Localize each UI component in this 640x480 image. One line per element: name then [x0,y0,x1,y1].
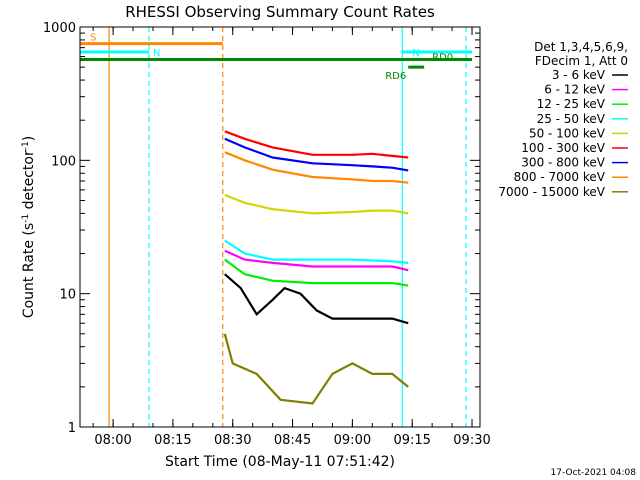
y-axis: 1 10 100 1000 [43,21,480,436]
legend-header-line-1: Det 1,3,4,5,6,9, [534,40,628,54]
x-tick-label-09-15: 09:15 [393,433,430,448]
annotation-label-n: N [412,48,419,59]
legend-label-6-12-kev: 6 - 12 keV [544,83,606,97]
x-axis-label: Start Time (08-May-11 07:51:42) [165,454,395,470]
series-line-7000-15000-kev [223,333,409,405]
series-lines [223,130,409,405]
legend-label-7000-15000-kev: 7000 - 15000 keV [498,185,605,199]
series-line-3-6-kev [224,273,409,325]
plot-frame [79,26,481,428]
legend-label-800-7000-kev: 800 - 7000 keV [514,170,606,184]
annotation-label-rd0: RD0 [432,53,453,64]
y-tick-label-10: 10 [59,288,76,303]
legend-label-100-300-kev: 100 - 300 keV [521,141,605,155]
series-line-12-25-kev [224,258,409,287]
x-tick-label-09-30: 09:30 [453,433,490,448]
series-line-6-12-kev [224,249,409,272]
x-tick-label-08-30: 08:30 [214,433,251,448]
y-tick-label-1000: 1000 [43,21,76,36]
x-tick-label-08-00: 08:00 [94,433,131,448]
x-tick-label-08-45: 08:45 [274,433,311,448]
legend-label-50-100-kev: 50 - 100 keV [529,126,606,140]
legend-label-25-50-kev: 25 - 50 keV [537,112,606,126]
vertical-markers [108,27,467,427]
timestamp-label: 17-Oct-2021 04:08 [551,468,637,478]
annotation-label-s: S [90,33,96,44]
legend: Det 1,3,4,5,6,9, FDecim 1, Att 0 3 - 6 k… [498,40,628,199]
series-line-800-7000-kev [224,151,409,184]
annotation-bars: S N N RD0 RD6 [80,33,473,82]
legend-label-12-25-kev: 12 - 25 keV [537,97,606,111]
series-line-100-300-kev [224,130,409,159]
series-line-300-800-kev [224,137,409,172]
chart-title: RHESSI Observing Summary Count Rates [125,3,435,21]
y-tick-label-100: 100 [51,154,76,169]
annotation-label-rd6: RD6 [385,71,406,82]
y-axis-label: Count Rate (s-1 detector-1) [21,136,37,318]
legend-header-line-2: FDecim 1, Att 0 [535,54,628,68]
annotation-label-n: N [153,48,160,59]
series-line-25-50-kev [224,239,409,264]
x-tick-label-08-15: 08:15 [154,433,191,448]
y-tick-label-1: 1 [68,421,76,436]
legend-label-300-800-kev: 300 - 800 keV [521,156,605,170]
x-tick-label-09-00: 09:00 [334,433,371,448]
series-line-50-100-kev [224,193,409,215]
legend-label-3-6-kev: 3 - 6 keV [552,68,606,82]
x-axis: 08:00 08:15 08:30 08:45 09:00 09:15 09:30 [92,27,491,448]
